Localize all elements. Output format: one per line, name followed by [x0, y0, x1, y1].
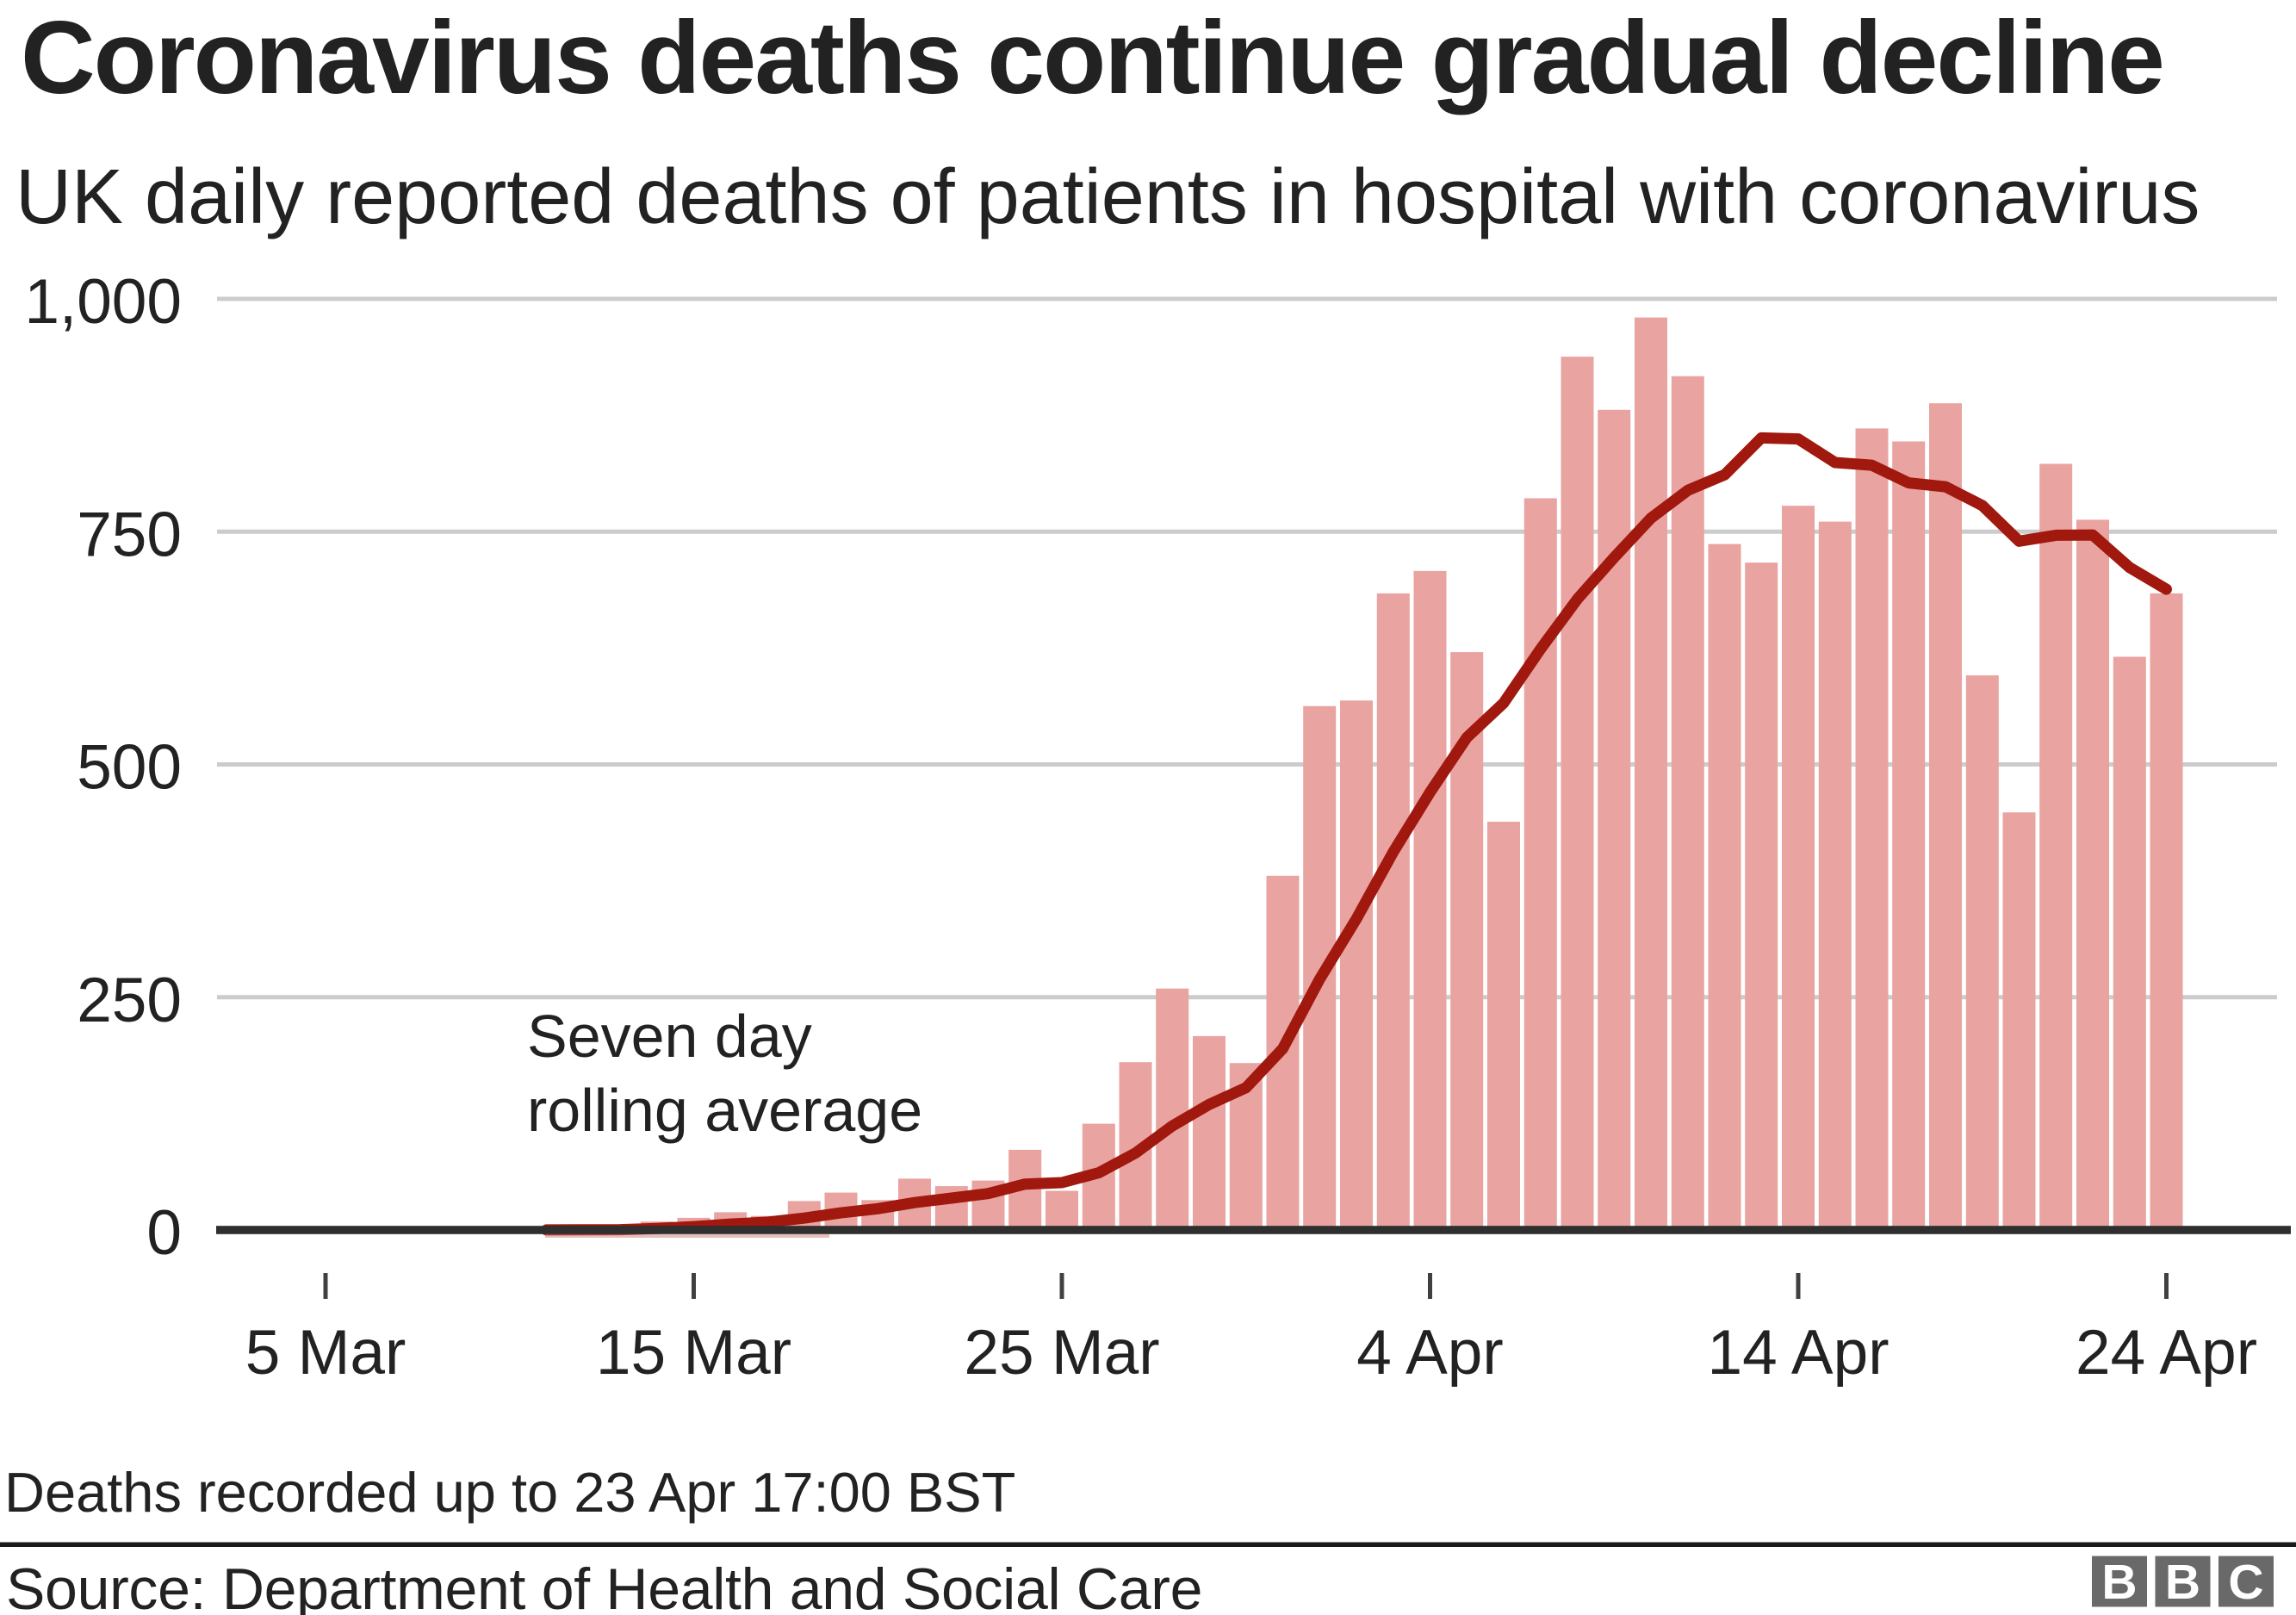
- svg-text:24 Apr: 24 Apr: [2076, 1318, 2257, 1388]
- svg-text:500: 500: [77, 733, 182, 803]
- svg-text:25 Mar: 25 Mar: [964, 1318, 1159, 1388]
- svg-text:UK daily reported deaths of pa: UK daily reported deaths of patients in …: [16, 154, 2200, 240]
- svg-text:1,000: 1,000: [24, 267, 182, 337]
- svg-text:B: B: [2101, 1555, 2137, 1610]
- svg-text:250: 250: [77, 966, 182, 1035]
- svg-text:C: C: [2228, 1555, 2263, 1610]
- svg-text:Deaths recorded up to 23 Apr 1: Deaths recorded up to 23 Apr 17:00 BST: [4, 1461, 1015, 1524]
- svg-text:Source: Department of Health a: Source: Department of Health and Social …: [6, 1556, 1202, 1615]
- svg-text:5 Mar: 5 Mar: [245, 1318, 406, 1388]
- svg-text:14 Apr: 14 Apr: [1707, 1318, 1889, 1388]
- svg-text:B: B: [2165, 1555, 2200, 1610]
- svg-text:Seven day: Seven day: [527, 1003, 812, 1070]
- svg-text:750: 750: [77, 500, 182, 570]
- svg-text:0: 0: [146, 1198, 182, 1268]
- svg-text:Coronavirus deaths continue gr: Coronavirus deaths continue gradual decl…: [21, 0, 2163, 115]
- svg-text:rolling average: rolling average: [527, 1077, 922, 1144]
- svg-text:4 Apr: 4 Apr: [1356, 1318, 1503, 1388]
- svg-text:15 Mar: 15 Mar: [596, 1318, 791, 1388]
